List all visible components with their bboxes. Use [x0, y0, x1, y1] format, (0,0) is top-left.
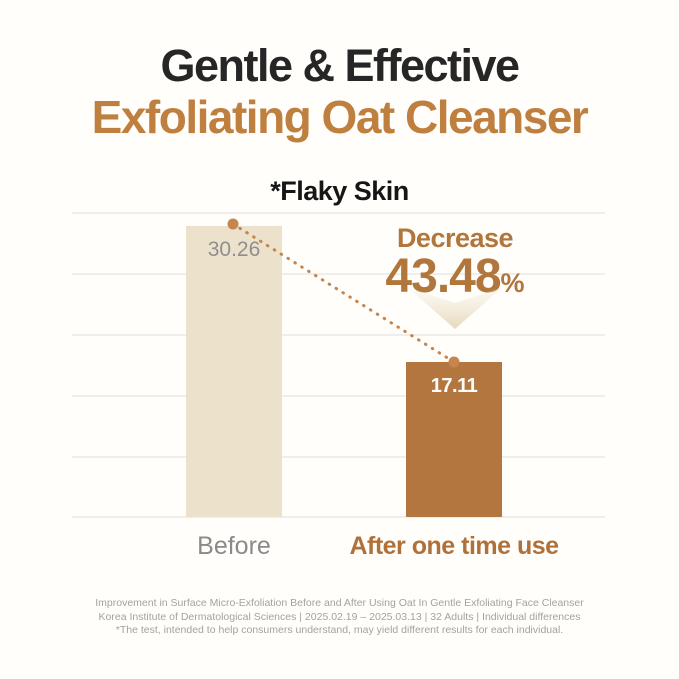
page-title-line2: Exfoliating Oat Cleanser [91, 91, 589, 143]
footnote-line3: *The test, intended to help consumers un… [115, 624, 564, 636]
page-title-line1: Gentle & Effective [160, 40, 520, 91]
bar-after: 17.11 [406, 362, 502, 517]
decrease-value-row: 43.48% [330, 253, 580, 311]
chart-subtitle: *Flaky Skin [270, 176, 409, 206]
category-label-before: Before [197, 532, 271, 560]
grid-line [72, 456, 605, 458]
grid-line [72, 334, 605, 336]
decrease-annotation: Decrease 43.48% [330, 222, 580, 311]
grid-line [72, 395, 605, 397]
footnote: Improvement in Surface Micro-Exfoliation… [0, 597, 679, 638]
grid-line [72, 212, 605, 214]
bar-before: 30.26 [186, 226, 282, 517]
category-label-after: After one time use [349, 532, 559, 560]
footnote-line1: Improvement in Surface Micro-Exfoliation… [95, 597, 584, 609]
bar-value-after: 17.11 [430, 375, 478, 397]
decrease-label: Decrease [396, 223, 514, 253]
down-arrow-icon [407, 287, 503, 329]
decrease-value: 43.48 [385, 250, 501, 303]
decrease-percent-sign: % [500, 268, 525, 298]
grid-line [72, 516, 605, 518]
bar-value-before: 30.26 [207, 238, 261, 261]
footnote-line2: Korea Institute of Dermatological Scienc… [98, 610, 581, 623]
